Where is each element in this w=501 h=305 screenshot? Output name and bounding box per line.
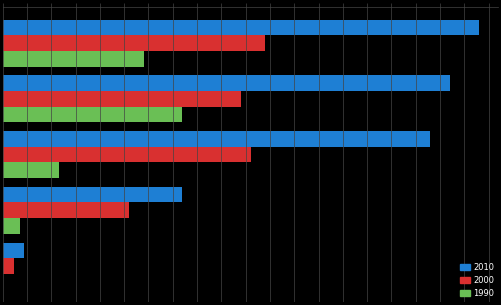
Bar [3, 131, 430, 147]
Bar [3, 91, 241, 107]
Bar [3, 203, 129, 218]
Bar [3, 107, 182, 122]
Bar [3, 20, 479, 35]
Legend: 2010, 2000, 1990: 2010, 2000, 1990 [460, 263, 494, 298]
Bar [3, 51, 144, 66]
Bar [3, 218, 20, 234]
Bar [3, 258, 15, 274]
Bar [3, 75, 450, 91]
Bar [3, 242, 24, 258]
Bar [3, 187, 182, 203]
Bar [3, 35, 265, 51]
Bar [3, 147, 250, 162]
Bar [3, 162, 59, 178]
